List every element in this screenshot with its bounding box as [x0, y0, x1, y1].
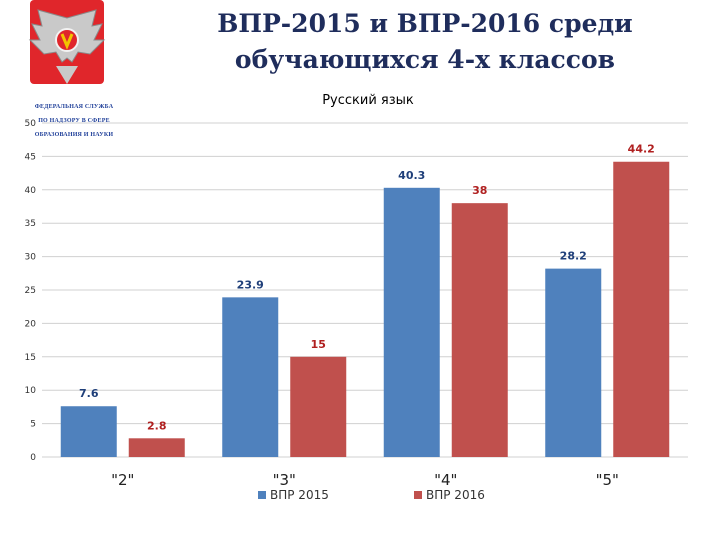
- legend-label: ВПР 2016: [426, 488, 485, 502]
- data-label: 44.2: [628, 143, 655, 156]
- bar: [383, 187, 440, 457]
- y-tick-label: 50: [25, 119, 37, 129]
- data-labels: 7.6 2.8 23.9 15 40.3 38 28.2 44.2: [79, 143, 655, 433]
- bar: [128, 438, 185, 457]
- legend-label: ВПР 2015: [270, 488, 329, 502]
- y-tick-label: 25: [25, 286, 36, 296]
- data-label: 15: [311, 338, 326, 351]
- page-title-line-1: ВПР-2015 и ВПР-2016 среди: [217, 9, 633, 38]
- chart-title: Русский язык: [322, 93, 414, 108]
- data-label: 7.6: [79, 387, 99, 400]
- legend-swatch: [414, 491, 422, 499]
- x-tick-label: "3": [273, 471, 296, 489]
- x-tick-label: "4": [434, 471, 457, 489]
- y-tick-label: 5: [30, 420, 36, 430]
- legend-swatch: [258, 491, 266, 499]
- data-label: 28.2: [560, 250, 587, 263]
- y-tick-label: 30: [25, 253, 37, 263]
- data-label: 2.8: [147, 419, 167, 432]
- data-label: 40.3: [398, 169, 425, 182]
- data-label: 23.9: [237, 278, 264, 291]
- bar: [290, 356, 347, 457]
- bar: [451, 203, 508, 457]
- y-tick-label: 40: [25, 186, 37, 196]
- y-tick-label: 20: [25, 319, 37, 329]
- organization-name: ФЕДЕРАЛЬНАЯ СЛУЖБА ПО НАДЗОРУ В СФЕРЕ ОБ…: [24, 100, 124, 142]
- x-tick-label: "5": [596, 471, 619, 489]
- org-line: ФЕДЕРАЛЬНАЯ СЛУЖБА: [34, 104, 114, 110]
- chart-bars: [60, 161, 670, 457]
- bar: [613, 161, 670, 457]
- eagle-tail-icon: [56, 66, 78, 84]
- bar: [60, 406, 117, 457]
- y-axis: 0 5 10 15 20 25 30 35 40 45 50: [25, 119, 37, 463]
- y-tick-label: 0: [30, 453, 36, 463]
- org-line: ПО НАДЗОРУ В СФЕРЕ: [38, 118, 110, 124]
- page-title-line-2: обучающихся 4-х классов: [234, 45, 616, 74]
- y-tick-label: 35: [25, 219, 36, 229]
- page-title: ВПР-2015 и ВПР-2016 среди обучающихся 4-…: [150, 6, 700, 78]
- chart-legend: ВПР 2015 ВПР 2016: [258, 488, 485, 502]
- emblem-mark-icon: [60, 33, 74, 50]
- y-tick-label: 15: [25, 353, 36, 363]
- bar: [222, 297, 279, 457]
- x-axis: "2" "3" "4" "5": [111, 471, 619, 489]
- data-label: 38: [472, 184, 487, 197]
- federal-service-logo: [28, 0, 106, 84]
- y-tick-label: 45: [25, 152, 36, 162]
- x-tick-label: "2": [111, 471, 134, 489]
- org-line: ОБРАЗОВАНИЯ И НАУКИ: [34, 132, 114, 138]
- y-tick-label: 10: [25, 386, 37, 396]
- bar: [545, 268, 602, 457]
